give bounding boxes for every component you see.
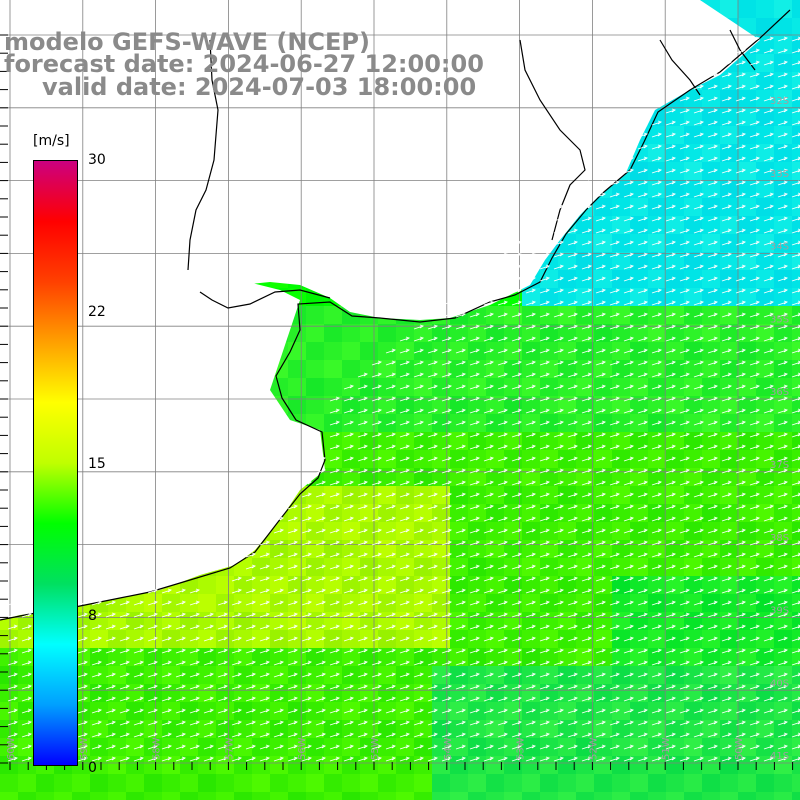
- lon-label: 58W: [152, 737, 163, 760]
- colorbar-tick-30: 30: [88, 152, 106, 168]
- latitude-labels: 32S 33S 34S 35S 36S 37S 38S 39S 40S 41S: [770, 96, 789, 762]
- lat-label: 39S: [770, 606, 789, 617]
- lon-label: 60W: [6, 737, 17, 760]
- lon-label: 56W: [297, 737, 308, 760]
- lat-label: 32S: [770, 96, 789, 107]
- coastline: [0, 9, 791, 621]
- lon-label: 59W: [79, 737, 90, 760]
- lat-label: 38S: [770, 533, 789, 544]
- colorbar-tick-22: 22: [88, 304, 106, 320]
- colorbar: [33, 160, 78, 766]
- lat-label: 34S: [770, 242, 789, 253]
- lat-label: 40S: [770, 678, 789, 689]
- colorbar-unit: [m/s]: [33, 133, 70, 149]
- model-title: modelo GEFS-WAVE (NCEP): [4, 28, 370, 56]
- colorbar-tick-8: 8: [88, 608, 97, 624]
- lat-label: 33S: [770, 169, 789, 180]
- colorbar-tick-15: 15: [88, 456, 106, 472]
- lat-label: 36S: [770, 387, 789, 398]
- lon-label: 53W: [516, 737, 527, 760]
- lat-label: 37S: [770, 460, 789, 471]
- lon-label: 50W: [734, 737, 745, 760]
- lon-label: 54W: [443, 737, 454, 760]
- forecast-date: forecast date: 2024-06-27 12:00:00: [4, 50, 484, 78]
- lon-label: 55W: [370, 737, 381, 760]
- lat-label: 35S: [770, 314, 789, 325]
- land-areas: [0, 0, 760, 620]
- axis-ticks: [0, 34, 794, 770]
- colorbar-tick-0: 0: [88, 760, 97, 776]
- longitude-labels: 60W 59W 58W 57W 56W 55W 54W 53W 52W 51W 50W: [6, 737, 745, 760]
- lon-label: 52W: [588, 737, 599, 760]
- valid-date: valid date: 2024-07-03 18:00:00: [42, 73, 477, 101]
- lon-label: 57W: [224, 737, 235, 760]
- lon-label: 51W: [661, 737, 672, 760]
- lat-label: 41S: [770, 751, 789, 762]
